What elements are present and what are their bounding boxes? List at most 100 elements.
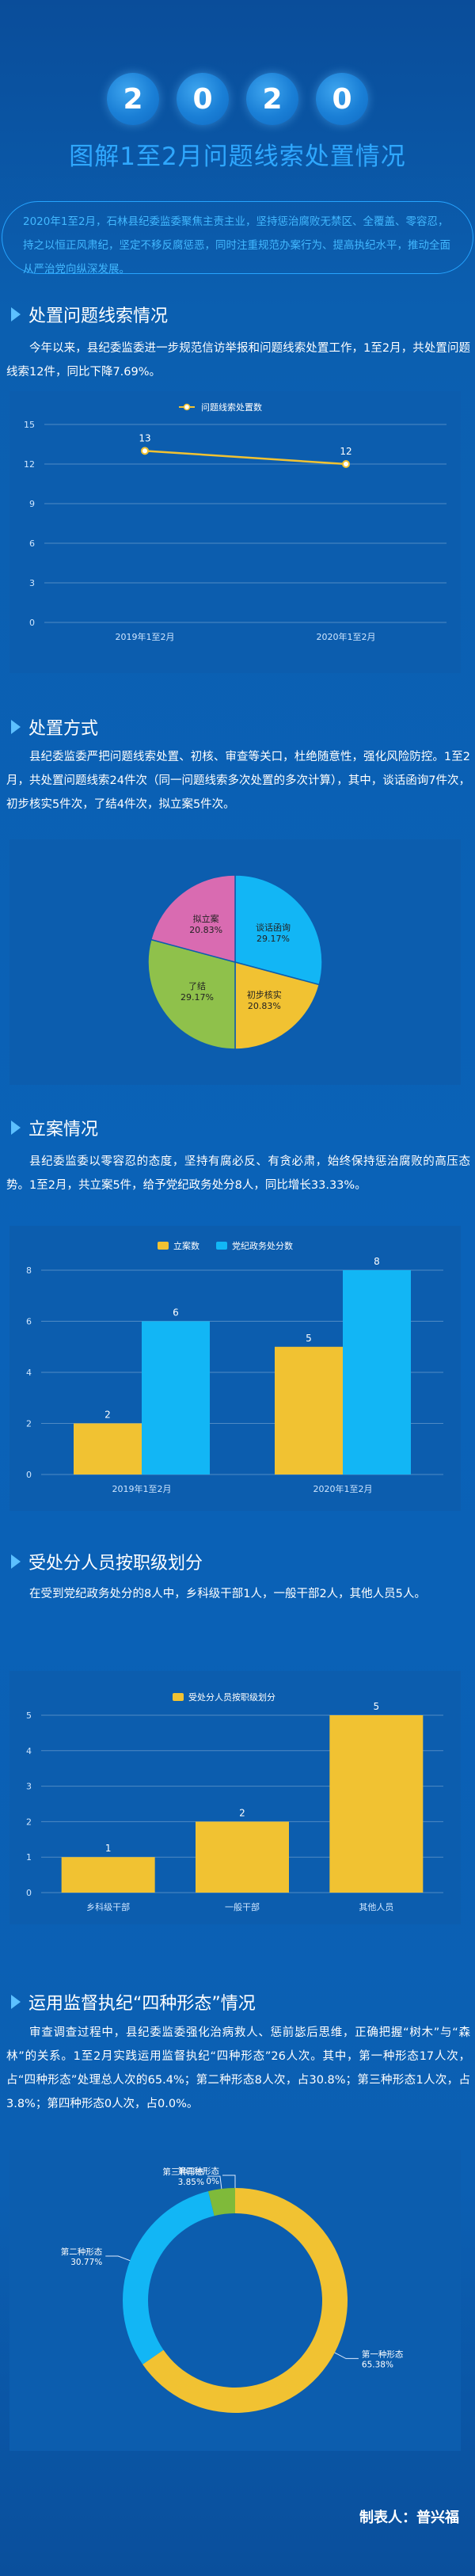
y-tick-label: 6 [26, 1317, 32, 1327]
bar [275, 1346, 343, 1474]
x-tick-label: 2020年1至2月 [317, 631, 376, 642]
triangle-icon [11, 1121, 21, 1135]
donut-chart-panel: 第一种形态 65.38% 第二种形态 30.77% 第三种形态 3.85% 第四种形态 0% [10, 2150, 461, 2451]
bar [74, 1423, 142, 1474]
section-title-2: 处置方式 [28, 719, 99, 739]
series-line [144, 450, 347, 466]
leader-line [222, 2175, 236, 2188]
year-digit-3: 2 [246, 73, 298, 125]
y-tick-label: 5 [26, 1710, 32, 1721]
bar-value-label: 5 [374, 1701, 380, 1712]
legend-point-marker [183, 403, 191, 411]
data-point [141, 447, 149, 455]
legend-swatch [216, 1242, 227, 1250]
leader-line [334, 2352, 359, 2359]
y-tick-label: 4 [26, 1368, 32, 1378]
bar-value-label: 2 [239, 1807, 245, 1818]
slice-name-label: 拟立案 [193, 913, 219, 924]
section-title-3: 立案情况 [28, 1120, 99, 1140]
footer-author: 制表人：普兴福 [359, 2509, 459, 2526]
legend-label: 党纪政务处分数 [232, 1240, 293, 1251]
section-text-5: 审查调查过程中，县纪委监委强化治病救人、惩前毖后思维，正确把握“树木”与“森林”… [6, 2026, 470, 2110]
legend-label: 受处分人员按职级划分 [188, 1691, 276, 1703]
y-tick-label: 0 [26, 1470, 32, 1480]
x-tick-label: 2019年1至2月 [112, 1483, 172, 1494]
y-tick-label: 2 [26, 1419, 32, 1429]
slice-value-label: 30.77% [70, 2258, 102, 2267]
slice-name-label: 第三种形态 [162, 2167, 204, 2177]
year-digit-1: 2 [107, 73, 159, 125]
line-chart-panel: 0 3 6 9 12 15 2019年1至2月 2020年1至2月 问题线索处置数 13 12 [10, 391, 461, 673]
y-tick-label: 1 [26, 1852, 32, 1863]
section-header-4: 受处分人员按职级划分 [11, 1549, 203, 1574]
bar-value-label: 8 [374, 1256, 380, 1267]
pie-chart-panel: 谈话函询 29.17% 初步核实 20.83% 了结 29.17% 拟立案 20.83% [10, 839, 461, 1085]
bar-chart-1: 0 2 4 6 8 立案数 党纪政务处分数 2019年1至2月 2 6 2020年1至2月 5 8 [26, 1240, 443, 1494]
section-header-3: 立案情况 [11, 1115, 98, 1140]
bar-chart-2-panel: 0 1 2 3 4 5 受处分人员按职级划分乡科级干部 1 一般干部 2 其他人员 5 [10, 1671, 461, 1924]
data-label: 12 [340, 446, 352, 457]
legend-label: 问题线索处置数 [201, 401, 262, 413]
x-tick-label: 2020年1至2月 [314, 1483, 373, 1494]
y-tick-label: 3 [26, 1782, 32, 1792]
slice-name-label: 第四种形态 [178, 2166, 220, 2176]
bar [142, 1321, 210, 1474]
leader-line [207, 2175, 222, 2190]
section-text-3: 县纪委监委以零容忍的态度，坚持有腐必反、有贪必肃，始终保持惩治腐败的高压态势。1… [6, 1155, 470, 1192]
section-header-5: 运用监督执纪“四种形态”情况 [11, 1989, 256, 2015]
pie-slice [234, 874, 323, 986]
x-tick-label: 其他人员 [359, 1902, 393, 1912]
y-tick-label: 12 [24, 459, 35, 470]
legend-label: 立案数 [173, 1240, 200, 1251]
data-label: 13 [139, 432, 150, 443]
y-tick-label: 0 [26, 1888, 32, 1898]
y-tick-label: 15 [24, 420, 35, 430]
x-tick-label: 一般干部 [225, 1901, 260, 1912]
bar-value-label: 6 [173, 1307, 179, 1318]
section-header-1: 处置问题线索情况 [11, 302, 168, 327]
section-header-2: 处置方式 [11, 714, 98, 740]
slice-name-label: 了结 [188, 981, 206, 991]
x-tick-label: 乡科级干部 [86, 1901, 130, 1912]
pie-slice [234, 961, 321, 1050]
line-chart: 0 3 6 9 12 15 2019年1至2月 2020年1至2月 问题线索处置数 13 12 [24, 401, 446, 642]
bar-value-label: 5 [306, 1333, 312, 1344]
slice-value-label: 20.83% [248, 1001, 281, 1011]
triangle-icon [11, 1995, 21, 2009]
y-tick-label: 4 [26, 1746, 32, 1756]
y-tick-label: 9 [29, 499, 35, 509]
bar [196, 1821, 289, 1893]
legend-swatch [173, 1693, 184, 1701]
data-point [342, 460, 350, 468]
slice-name-label: 谈话函询 [256, 923, 291, 933]
slice-value-label: 20.83% [189, 925, 222, 935]
section-text-4: 在受到党纪政务处分的8人中，乡科级干部1人，一般干部2人，其他人员5人。 [29, 1588, 426, 1600]
intro-text: 2020年1至2月，石林县纪委监委聚焦主责主业，坚持惩治腐败无禁区、全覆盖、零容… [2, 201, 473, 276]
slice-value-label: 65.38% [362, 2360, 393, 2369]
triangle-icon [11, 1554, 21, 1569]
donut-slice [207, 2188, 235, 2216]
year-digit-4: 0 [316, 73, 368, 125]
bar [61, 1857, 155, 1893]
y-tick-label: 2 [26, 1817, 32, 1827]
section-text-1: 今年以来，县纪委监委进一步规范信访举报和问题线索处置工作，1至2月，共处置问题线… [6, 342, 470, 379]
y-tick-label: 0 [29, 618, 35, 628]
bar-chart-1-panel: 0 2 4 6 8 立案数 党纪政务处分数 2019年1至2月 2 6 2020年1至2月 5 8 [10, 1226, 461, 1511]
slice-value-label: 29.17% [256, 934, 290, 944]
x-tick-label: 2019年1至2月 [116, 631, 175, 642]
bar-value-label: 1 [105, 1843, 112, 1854]
year-digits: 2 0 2 0 [0, 73, 475, 125]
slice-name-label: 第一种形态 [362, 2349, 404, 2359]
section-title-1: 处置问题线索情况 [28, 306, 169, 326]
pie-slice [147, 938, 236, 1050]
slice-value-label: 3.85% [178, 2178, 204, 2187]
leader-line [105, 2255, 131, 2262]
y-tick-label: 6 [29, 538, 35, 549]
slice-value-label: 0% [206, 2177, 219, 2186]
section-title-4: 受处分人员按职级划分 [28, 1554, 203, 1573]
page-title: 图解1至2月问题线索处置情况 [69, 143, 406, 171]
legend-swatch [158, 1242, 169, 1250]
